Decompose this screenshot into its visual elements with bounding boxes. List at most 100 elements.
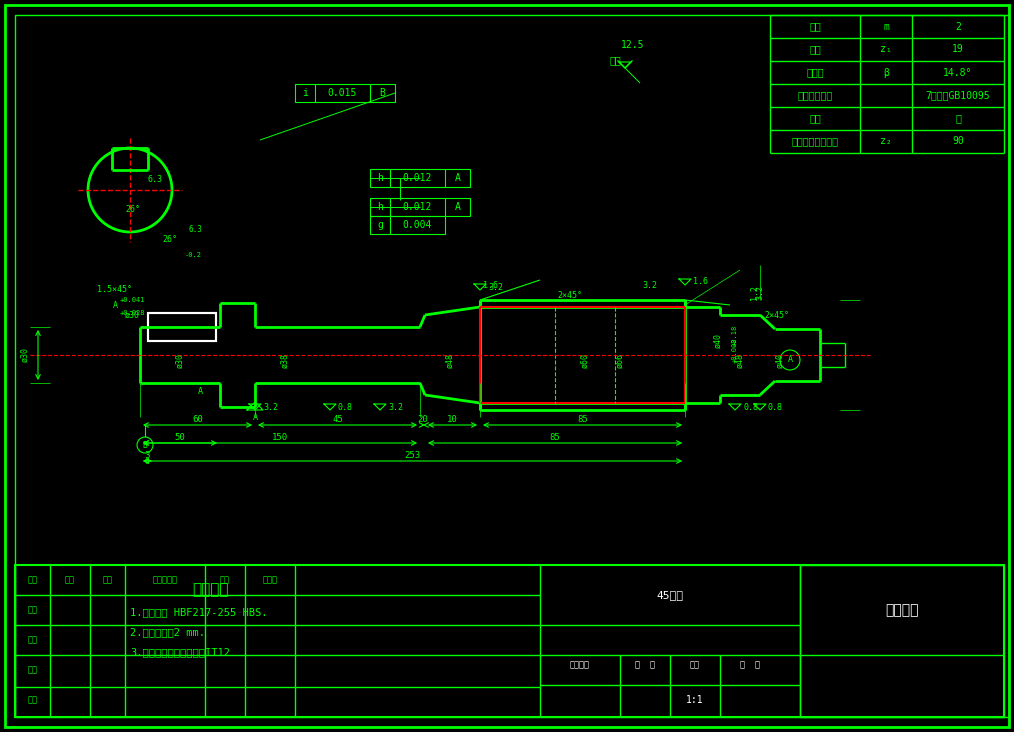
Text: 2×45°: 2×45° (765, 310, 790, 319)
Text: A: A (454, 202, 460, 212)
Text: 3: 3 (145, 450, 150, 460)
Text: +0.002: +0.002 (732, 337, 738, 363)
Text: 26°: 26° (162, 236, 177, 244)
Text: 设计: 设计 (27, 605, 38, 614)
Text: m: m (883, 21, 889, 31)
Text: 签名: 签名 (220, 575, 230, 584)
Text: 1.调质处理 HBF217-255 HBS.: 1.调质处理 HBF217-255 HBS. (130, 607, 268, 617)
Text: ø66: ø66 (615, 353, 625, 367)
Text: h: h (377, 173, 383, 183)
Text: 90: 90 (952, 136, 964, 146)
Text: 26°: 26° (125, 206, 140, 214)
Text: 其余: 其余 (609, 55, 621, 65)
Text: 3.未注偏差尺寸允精度为IT12: 3.未注偏差尺寸允精度为IT12 (130, 647, 230, 657)
Text: 质量: 质量 (690, 660, 700, 670)
Text: ø40: ø40 (714, 332, 723, 348)
Text: 分区: 分区 (102, 575, 113, 584)
Text: 数量: 数量 (65, 575, 75, 584)
Text: 60: 60 (192, 414, 203, 424)
Text: 2×45°: 2×45° (558, 291, 582, 299)
Text: 旋向: 旋向 (809, 113, 821, 124)
Text: ø48: ø48 (735, 353, 744, 367)
Text: 图样代号: 图样代号 (570, 660, 590, 670)
Text: 齿轮精度等级: 齿轮精度等级 (797, 91, 832, 100)
Text: 相啮合齿轮的齿数: 相啮合齿轮的齿数 (792, 136, 839, 146)
Text: 50: 50 (174, 433, 186, 441)
Bar (370, 198, 470, 216)
Text: 1:1: 1:1 (686, 695, 704, 705)
Text: +0.18: +0.18 (732, 324, 738, 346)
Text: 85: 85 (577, 414, 588, 424)
Text: 1.5×45°: 1.5×45° (97, 285, 133, 294)
Text: 6.3: 6.3 (188, 225, 202, 234)
Text: 3.2: 3.2 (263, 403, 278, 411)
Text: 技术要求: 技术要求 (192, 583, 228, 597)
Text: A: A (198, 387, 203, 397)
Text: 19: 19 (952, 45, 964, 54)
Bar (148, 313, 216, 341)
Text: 0.8: 0.8 (743, 403, 758, 411)
Text: 45: 45 (333, 414, 343, 424)
Text: 85: 85 (550, 433, 561, 441)
Text: 更改文件号: 更改文件号 (152, 575, 177, 584)
Text: g: g (377, 220, 383, 230)
Text: 1.6: 1.6 (483, 280, 498, 289)
Text: β: β (883, 67, 889, 78)
Text: 2.圆角半径为2 mm.: 2.圆角半径为2 mm. (130, 627, 205, 637)
Text: 1.2: 1.2 (750, 285, 759, 301)
Text: ø30: ø30 (125, 310, 140, 319)
Text: A: A (454, 173, 460, 183)
Text: 共  张: 共 张 (740, 660, 760, 670)
Text: ø30: ø30 (20, 348, 29, 362)
Text: 批准: 批准 (27, 695, 38, 704)
Text: A: A (113, 301, 118, 310)
Text: 0.012: 0.012 (403, 202, 432, 212)
Text: A: A (788, 356, 793, 365)
Text: 3.2: 3.2 (488, 283, 503, 291)
Text: 0.004: 0.004 (403, 220, 432, 230)
Text: 10: 10 (447, 414, 458, 424)
Text: ø40: ø40 (776, 353, 785, 367)
Text: 齿数: 齿数 (809, 45, 821, 54)
Text: 右: 右 (955, 113, 961, 124)
Text: 标记: 标记 (27, 575, 38, 584)
Text: 150: 150 (272, 433, 288, 441)
Bar (370, 169, 470, 187)
Text: 1.6: 1.6 (693, 277, 708, 286)
Text: 校核: 校核 (27, 635, 38, 644)
Text: 审核: 审核 (27, 665, 38, 674)
Text: B: B (379, 88, 385, 98)
Text: 45钢质: 45钢质 (656, 590, 683, 600)
Text: ø30: ø30 (175, 353, 185, 367)
Text: 2: 2 (955, 21, 961, 31)
Bar (370, 216, 445, 234)
Text: 齿轮轴图: 齿轮轴图 (885, 603, 919, 617)
Text: 3.2: 3.2 (755, 285, 765, 299)
Text: 模数: 模数 (809, 21, 821, 31)
Text: 螺旋角: 螺旋角 (806, 67, 823, 78)
Text: +0.041: +0.041 (120, 297, 145, 303)
Text: i: i (302, 88, 308, 98)
Text: +0.028: +0.028 (120, 310, 145, 316)
Text: 年月日: 年月日 (263, 575, 278, 584)
Text: z₁: z₁ (880, 45, 892, 54)
Text: 比  例: 比 例 (635, 660, 655, 670)
Text: ø38: ø38 (281, 353, 290, 367)
Text: 12.5: 12.5 (622, 40, 645, 50)
Text: 14.8°: 14.8° (943, 67, 972, 78)
Text: 7级精度GB10095: 7级精度GB10095 (926, 91, 991, 100)
Text: 3.2: 3.2 (388, 403, 403, 411)
Text: 20: 20 (417, 414, 428, 424)
Bar (15, 565, 1004, 717)
Text: 0.012: 0.012 (403, 173, 432, 183)
Text: z₂: z₂ (880, 136, 892, 146)
Text: ø48: ø48 (445, 353, 454, 367)
Text: 0.8: 0.8 (338, 403, 353, 411)
Bar (295, 84, 395, 102)
Text: 0.015: 0.015 (328, 88, 357, 98)
Text: 0.8: 0.8 (768, 403, 783, 411)
Text: 253: 253 (405, 450, 421, 460)
Text: A: A (252, 414, 258, 422)
Text: -0.2: -0.2 (185, 252, 202, 258)
Bar (800, 565, 1004, 717)
